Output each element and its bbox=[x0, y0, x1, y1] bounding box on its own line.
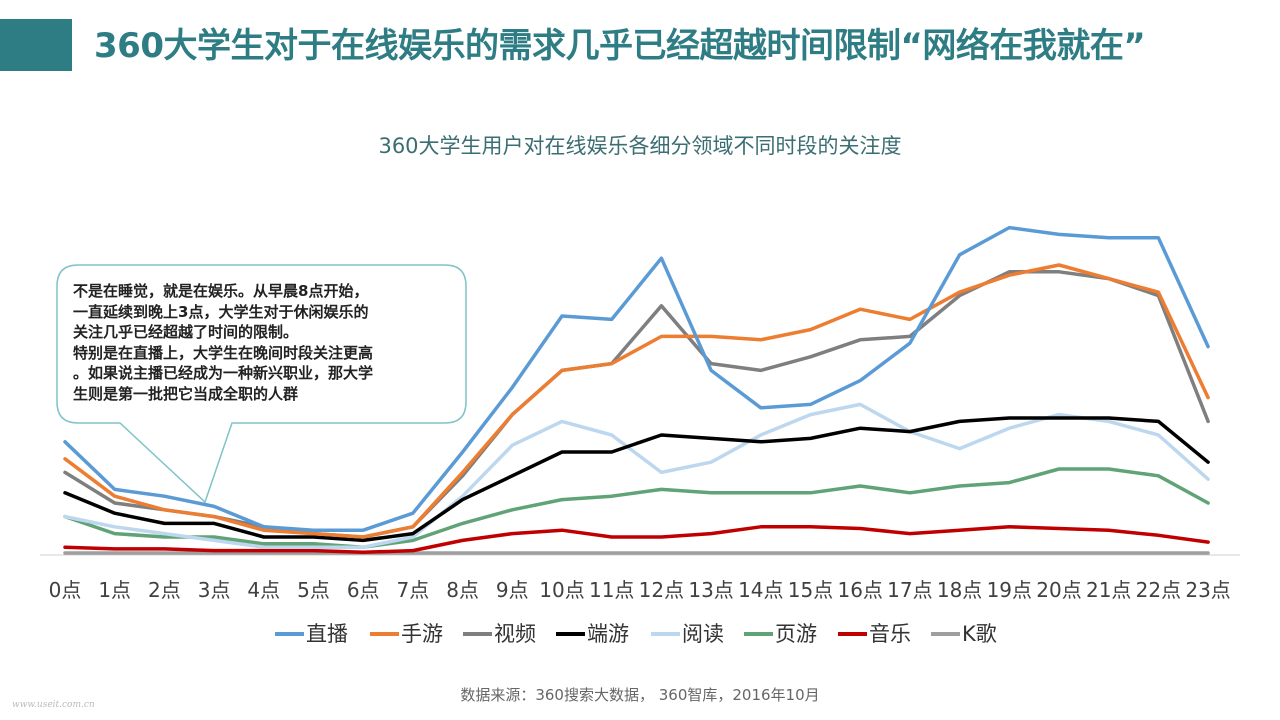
x-tick-label: 1点 bbox=[98, 578, 131, 602]
x-tick-label: 20点 bbox=[1036, 578, 1081, 602]
data-source-note: 数据来源：360搜索大数据， 360智库，2016年10月 bbox=[460, 686, 820, 704]
legend-label: 直播 bbox=[306, 622, 348, 646]
x-tick-label: 9点 bbox=[496, 578, 529, 602]
x-tick-label: 11点 bbox=[589, 578, 634, 602]
legend-label: 页游 bbox=[775, 622, 817, 646]
callout-line: 关注几乎已经超越了时间的限制。 bbox=[73, 323, 299, 341]
x-tick-label: 18点 bbox=[937, 578, 982, 602]
watermark: www.useit.com.cn bbox=[12, 700, 95, 710]
series-line-阅读 bbox=[63, 402, 1210, 549]
chart-title: 360大学生用户对在线娱乐各细分领域不同时段的关注度 bbox=[378, 134, 902, 158]
callout-line: 。如果说主播已经成为一种新兴职业，那大学 bbox=[73, 364, 374, 382]
x-tick-label: 19点 bbox=[987, 578, 1032, 602]
x-tick-label: 16点 bbox=[837, 578, 882, 602]
callout-line: 不是在睡觉，就是在娱乐。从早晨8点开始， bbox=[73, 282, 369, 300]
x-tick-label: 2点 bbox=[148, 578, 181, 602]
x-tick-label: 23点 bbox=[1185, 578, 1230, 602]
callout-text: 不是在睡觉，就是在娱乐。从早晨8点开始， 一直延续到晚上3点，大学生对于休闲娱乐… bbox=[73, 281, 453, 404]
legend-label: K歌 bbox=[962, 622, 997, 646]
callout-bubble bbox=[56, 264, 467, 504]
x-tick-label: 15点 bbox=[788, 578, 833, 602]
x-tick-label: 5点 bbox=[297, 578, 330, 602]
callout-line: 特别是在直播上，大学生在晚间时段关注更高 bbox=[73, 343, 374, 362]
legend-label: 视频 bbox=[494, 622, 536, 646]
x-tick-label: 6点 bbox=[347, 578, 380, 602]
x-tick-label: 14点 bbox=[738, 578, 783, 602]
header-accent-bar bbox=[0, 19, 72, 71]
x-tick-label: 0点 bbox=[49, 578, 82, 602]
legend-label: 端游 bbox=[587, 622, 629, 646]
callout-line: 生则是第一批把它当成全职的人群 bbox=[73, 384, 299, 403]
x-tick-label: 13点 bbox=[688, 578, 733, 602]
page-title: 360大学生对于在线娱乐的需求几乎已经超越时间限制“网络在我就在” bbox=[94, 26, 1146, 66]
x-tick-label: 3点 bbox=[198, 578, 231, 602]
x-tick-label: 17点 bbox=[887, 578, 932, 602]
line-chart: 0点 1点 2点 3点 4点 5点 6点 7点 8点 9点 10点 11点 12点 13点 14点 15点 16… bbox=[40, 225, 1240, 646]
x-tick-label: 10点 bbox=[539, 578, 584, 602]
series-line-页游 bbox=[63, 467, 1210, 549]
x-tick-label: 21点 bbox=[1086, 578, 1131, 602]
callout-line: 一直延续到晚上3点，大学生对于休闲娱乐的 bbox=[73, 302, 369, 321]
x-tick-label: 22点 bbox=[1136, 578, 1181, 602]
legend-label: 手游 bbox=[401, 622, 443, 646]
series-line-手游 bbox=[63, 263, 1210, 539]
series-line-音乐 bbox=[63, 525, 1210, 555]
x-tick-label: 7点 bbox=[397, 578, 430, 602]
legend-label: 音乐 bbox=[869, 622, 911, 646]
series-line-端游 bbox=[63, 416, 1210, 543]
x-tick-label: 4点 bbox=[247, 578, 280, 602]
x-tick-label: 12点 bbox=[639, 578, 684, 602]
series-line-直播 bbox=[63, 225, 1210, 532]
legend-label: 阅读 bbox=[682, 622, 724, 646]
x-tick-label: 8点 bbox=[446, 578, 479, 602]
